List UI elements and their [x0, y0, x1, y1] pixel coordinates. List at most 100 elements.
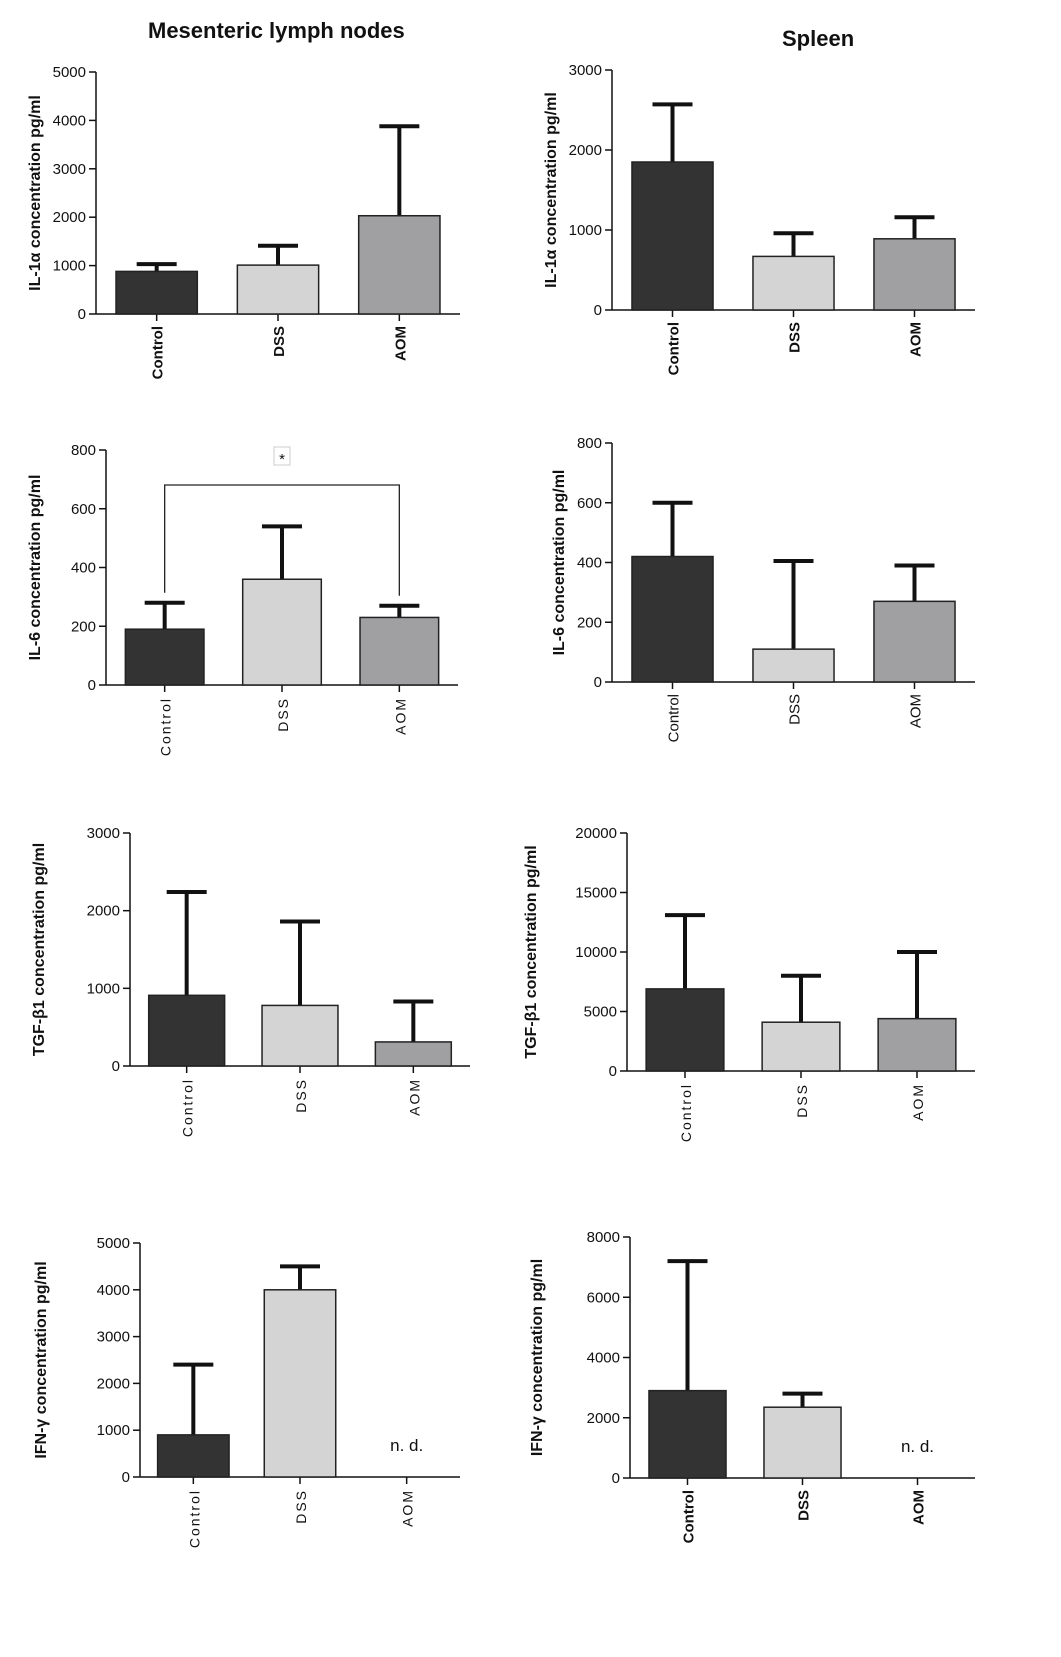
y-tick-label: 1000: [97, 1422, 130, 1439]
y-tick-label: 2000: [97, 1375, 130, 1392]
chart-il6-mesenteric: 0 200 400 600 800 IL-6 concentration pg/ml Con…: [27, 442, 458, 756]
bar-control: [645, 988, 725, 1072]
bar-control: [147, 994, 226, 1067]
category-label: AOM: [406, 1078, 422, 1116]
category-label: Control: [678, 1083, 694, 1142]
y-tick-label: 10000: [575, 944, 617, 961]
category-label: AOM: [908, 322, 925, 357]
significance-label: *: [279, 451, 285, 468]
bar-dss: [763, 1406, 842, 1479]
y-tick-label: 200: [577, 614, 602, 631]
y-axis-label: TGF-β1 concentration pg/ml: [31, 843, 48, 1056]
chart-tgfb1-mesenteric: 0 1000 2000 3000 TGF-β1 concentration pg/ml C…: [31, 825, 470, 1137]
bar-aom: [357, 214, 441, 315]
category-label: AOM: [911, 1490, 928, 1525]
category-label: AOM: [908, 694, 925, 728]
y-tick-label: 0: [112, 1058, 120, 1075]
y-tick-label: 800: [71, 442, 96, 459]
bar-dss: [263, 1289, 337, 1478]
significance-bracket: [164, 484, 400, 596]
y-tick-label: 1000: [53, 258, 86, 275]
chart-il6-spleen: 0 200 400 600 800 IL-6 concentration pg/ml Con…: [551, 435, 975, 742]
category-label: Control: [666, 322, 683, 375]
chart-ifng-mesenteric: 0 1000 2000 3000 4000 5000 IFN-γ concentration…: [33, 1235, 460, 1548]
y-tick-label: 3000: [53, 161, 86, 178]
y-axis-label: IL-1α concentration pg/ml: [543, 92, 560, 288]
category-label: AOM: [392, 697, 408, 735]
bar-dss: [261, 1004, 339, 1067]
y-tick-label: 3000: [87, 825, 120, 842]
y-tick-label: 0: [594, 302, 602, 319]
y-tick-label: 5000: [97, 1235, 130, 1252]
y-tick-label: 0: [78, 306, 86, 323]
category-label: DSS: [293, 1489, 309, 1524]
y-tick-label: 0: [609, 1063, 617, 1080]
bar-control: [156, 1434, 230, 1478]
chart-il1a-mesenteric: 0 1000 2000 3000 4000 5000 IL-1α concentration…: [27, 64, 460, 379]
bar-aom: [873, 238, 956, 311]
y-tick-label: 3000: [569, 62, 602, 79]
category-label: AOM: [400, 1489, 416, 1527]
y-tick-label: 0: [88, 677, 96, 694]
y-axis-label: IFN-γ concentration pg/ml: [529, 1259, 546, 1456]
y-tick-label: 0: [612, 1470, 620, 1487]
y-tick-label: 400: [577, 555, 602, 572]
chart-tgfb1-spleen: 0 5000 10000 15000 20000 TGF-β1 concentration…: [523, 825, 975, 1142]
bar-control: [124, 628, 205, 686]
y-tick-label: 1000: [569, 222, 602, 239]
y-tick-label: 2000: [569, 142, 602, 159]
y-tick-label: 4000: [97, 1282, 130, 1299]
category-label: DSS: [275, 697, 291, 732]
bar-control: [631, 161, 714, 311]
column-title-right: Spleen: [782, 26, 855, 51]
y-axis-label: IL-6 concentration pg/ml: [27, 475, 44, 661]
y-tick-label: 0: [122, 1469, 130, 1486]
y-tick-label: 1000: [87, 980, 120, 997]
category-label: Control: [180, 1078, 196, 1137]
bar-control: [115, 270, 199, 315]
bar-control: [648, 1389, 727, 1479]
y-tick-label: 2000: [587, 1410, 620, 1427]
significance-box: [273, 446, 291, 466]
category-label: DSS: [271, 326, 288, 357]
y-tick-label: 800: [577, 435, 602, 452]
y-tick-label: 4000: [587, 1350, 620, 1367]
bar-aom: [873, 600, 956, 683]
bar-aom: [877, 1017, 957, 1072]
bar-dss: [236, 264, 320, 315]
y-tick-label: 5000: [584, 1004, 617, 1021]
y-tick-label: 15000: [575, 885, 617, 902]
y-tick-label: 2000: [87, 903, 120, 920]
chart-ifng-spleen: 0 2000 4000 6000 8000 IFN-γ concentration pg/…: [529, 1229, 975, 1543]
bar-dss: [241, 578, 323, 686]
category-label: DSS: [787, 694, 804, 725]
y-tick-label: 600: [577, 495, 602, 512]
column-title-left: Mesenteric lymph nodes: [148, 18, 405, 43]
y-tick-label: 6000: [587, 1289, 620, 1306]
y-tick-label: 3000: [97, 1329, 130, 1346]
y-tick-label: 4000: [53, 112, 86, 129]
y-tick-label: 400: [71, 560, 96, 577]
bar-aom: [359, 616, 440, 686]
category-label: DSS: [787, 322, 804, 353]
bar-dss: [761, 1021, 841, 1072]
y-tick-label: 8000: [587, 1229, 620, 1246]
bar-control: [631, 555, 714, 683]
y-tick-label: 5000: [53, 64, 86, 81]
y-tick-label: 0: [594, 674, 602, 691]
chart-il1a-spleen: 0 1000 2000 3000 IL-1α concentration pg/ml Co…: [543, 62, 975, 375]
not-detected-label: n. d.: [901, 1437, 934, 1456]
y-tick-label: 2000: [53, 209, 86, 226]
y-axis-label: IFN-γ concentration pg/ml: [33, 1261, 50, 1458]
y-tick-label: 600: [71, 501, 96, 518]
bar-aom: [374, 1041, 453, 1067]
category-label: Control: [186, 1489, 202, 1548]
y-tick-label: 20000: [575, 825, 617, 842]
bar-dss: [752, 255, 835, 311]
bar-dss: [752, 648, 835, 683]
category-label: Control: [681, 1490, 698, 1543]
y-tick-label: 200: [71, 618, 96, 635]
category-label: DSS: [293, 1078, 309, 1113]
category-label: Control: [150, 326, 167, 379]
y-axis-label: IL-1α concentration pg/ml: [27, 95, 44, 291]
